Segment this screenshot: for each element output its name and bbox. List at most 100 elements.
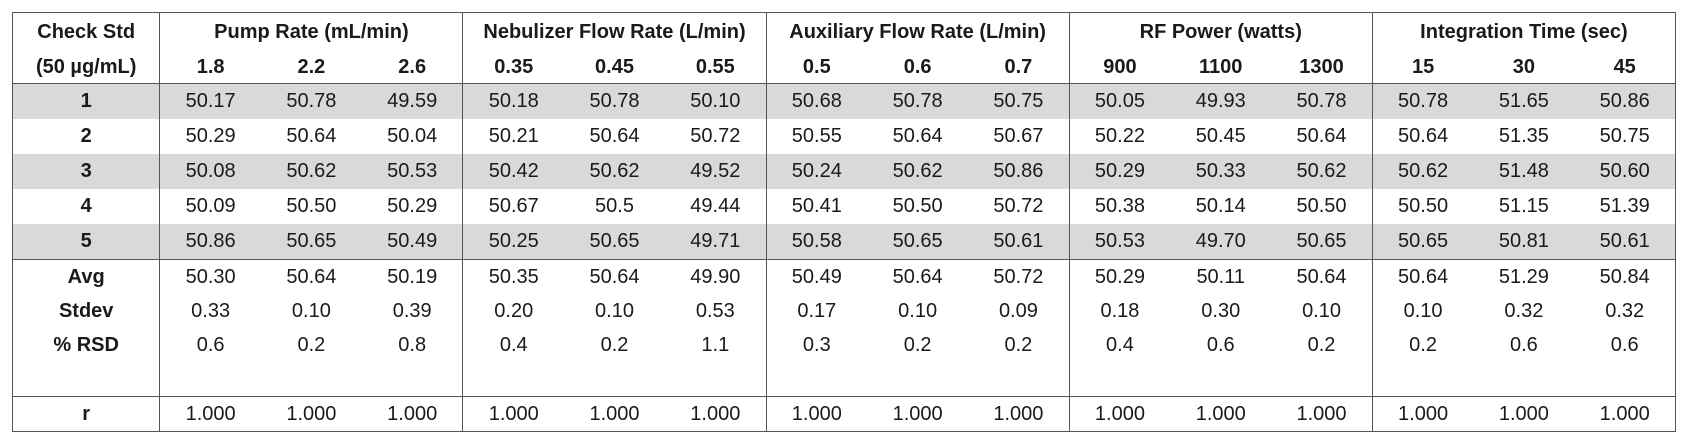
level-header: 0.55	[665, 51, 767, 84]
level-header: 1.8	[159, 51, 261, 84]
table-cell: 1.1	[701, 333, 730, 356]
table-cell: 1.000	[892, 402, 943, 425]
table-cell: 51.48	[1473, 154, 1575, 189]
table-cell: 0.17	[765, 294, 868, 328]
table-cell: 50.08	[159, 154, 261, 189]
level-header: 1300	[1271, 51, 1373, 84]
table-cell: 50.64	[892, 125, 943, 147]
table-cell: 49.52	[665, 154, 767, 189]
table-cell: 50.67	[993, 125, 1044, 147]
table-cell: 50.14	[1195, 195, 1246, 217]
table-cell: 0.32	[1504, 299, 1544, 322]
table-row: 1 50.17 50.78 49.59 50.18 50.78 50.10 50.68 50.7…	[12, 83, 1676, 119]
table-cell: 50.64	[1296, 265, 1347, 288]
table-cell: 0.6	[159, 328, 261, 362]
level-header: 15	[1371, 51, 1474, 84]
table-cell: 50.42	[462, 154, 564, 189]
table-cell: 1.000	[589, 402, 640, 425]
table-cell: 0.10	[898, 299, 938, 322]
table-cell: 50.25	[462, 224, 564, 260]
table-cell: 51.65	[1473, 83, 1575, 119]
empty-cell	[1574, 362, 1676, 397]
table-cell: 50.75	[968, 83, 1070, 119]
table-cell: 50.50	[892, 195, 943, 217]
table-cell: 50.38	[1068, 189, 1171, 224]
table-cell: 0.2	[1371, 328, 1474, 362]
check-std-concentration: (50 µg/mL)	[12, 51, 160, 84]
table-cell: 49.71	[665, 224, 767, 260]
table-cell: 49.44	[690, 195, 741, 217]
level-header: 45	[1574, 51, 1676, 84]
table-cell: 50.62	[260, 154, 362, 189]
table-cell: 0.10	[595, 299, 634, 322]
robustness-table: Check Std Pump Rate (mL/min) Nebulizer F…	[12, 12, 1676, 432]
table-cell: 50.62	[564, 154, 666, 189]
table-cell: 1.000	[462, 396, 564, 432]
table-cell: 50.49	[361, 224, 463, 260]
level-header: 0.7	[968, 51, 1070, 84]
table-cell: 50.17	[159, 83, 261, 119]
table-cell: 50.45	[1195, 125, 1246, 147]
table-cell: 50.78	[1371, 83, 1474, 119]
empty-cell	[665, 362, 767, 397]
table-row: 2 50.29 50.64 50.04 50.21 50.64 50.72 50.55 50.6…	[13, 119, 1676, 154]
row-label: 1	[12, 83, 160, 119]
empty-cell	[1371, 362, 1474, 397]
table-cell: 50.22	[1068, 119, 1171, 154]
table-cell: 1.000	[765, 396, 868, 432]
table-cell: 50.65	[260, 224, 362, 260]
table-cell: 50.64	[1371, 119, 1474, 154]
table-cell: 50.65	[867, 224, 969, 260]
empty-cell	[159, 362, 261, 397]
table-cell: 50.41	[765, 189, 868, 224]
row-label: 4	[80, 195, 92, 217]
header-row-levels: (50 µg/mL) 1.8 2.2 2.6 0.35 0.45 0.55 0.…	[12, 51, 1676, 84]
table-cell: 50.65	[1371, 224, 1474, 260]
table-cell: 50.78	[1271, 83, 1373, 119]
table-cell: 50.50	[1296, 195, 1347, 217]
table-cell: 1.000	[690, 402, 741, 425]
row-label: r	[82, 402, 91, 425]
table-cell: 49.59	[361, 83, 463, 119]
table-cell: 50.04	[387, 125, 438, 147]
level-header: 0.5	[765, 51, 868, 84]
table-cell: 0.53	[695, 299, 735, 322]
table-cell: 50.67	[462, 189, 564, 224]
table-cell: 50.05	[1068, 83, 1171, 119]
table-cell: 50.29	[1068, 154, 1171, 189]
table-cell: 50.84	[1599, 265, 1650, 288]
table-cell: 51.29	[1498, 265, 1549, 288]
table-cell: 49.70	[1170, 224, 1272, 260]
table-cell: 50.55	[765, 119, 868, 154]
table-cell: 50.64	[589, 265, 640, 288]
table-cell: 50.29	[1068, 259, 1171, 294]
table-cell: 50.86	[968, 154, 1070, 189]
table-cell: 50.65	[1271, 224, 1373, 260]
table-cell: 50.64	[1296, 125, 1347, 147]
table-cell: 1.000	[1599, 402, 1650, 425]
table-cell: 50.65	[564, 224, 666, 260]
table-cell: 0.2	[903, 333, 932, 356]
stat-row: % RSD 0.6 0.2 0.8 0.4 0.2 1.1 0.3 0.2 0.2 0.4 0.6 0.…	[13, 328, 1676, 362]
table-cell: 50.11	[1196, 265, 1246, 288]
table-cell: 50.72	[993, 195, 1044, 217]
table-cell: 0.4	[462, 328, 564, 362]
empty-cell	[867, 362, 969, 397]
row-label: Stdev	[58, 299, 114, 322]
table-cell: 0.10	[291, 299, 331, 322]
table-cell: 50.21	[462, 119, 564, 154]
table-cell: 50.64	[892, 265, 943, 288]
table-cell: 51.15	[1498, 195, 1549, 217]
table-cell: 0.2	[297, 333, 326, 356]
table-cell: 50.64	[286, 265, 337, 288]
table-cell: 50.61	[1574, 224, 1676, 260]
table-cell: 50.50	[286, 195, 337, 217]
table-cell: 1.000	[387, 402, 438, 425]
table-cell: 1.000	[1195, 402, 1246, 425]
table-cell: 50.24	[765, 154, 868, 189]
table-cell: 50.86	[1574, 83, 1676, 119]
table-row: 4 50.09 50.50 50.29 50.67 50.5 49.44 50.41 50.50…	[13, 189, 1676, 224]
level-header: 0.45	[564, 51, 666, 84]
results-table-container: Check Std Pump Rate (mL/min) Nebulizer F…	[12, 12, 1676, 432]
table-cell: 50.78	[260, 83, 362, 119]
